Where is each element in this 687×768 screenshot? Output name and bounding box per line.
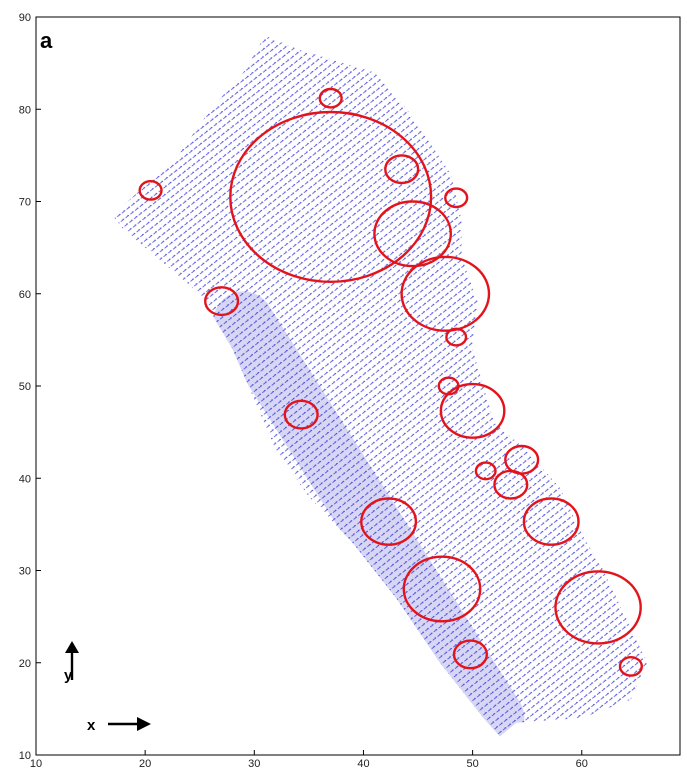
x-tick-label: 30 xyxy=(248,758,260,768)
circle-marker xyxy=(204,286,240,317)
x-tick-label: 10 xyxy=(30,758,42,768)
circle-marker xyxy=(384,154,420,185)
axes xyxy=(35,16,681,756)
y-tick-label: 50 xyxy=(19,381,31,393)
y-direction-label: y xyxy=(64,667,73,684)
y-tick-label: 20 xyxy=(19,658,31,670)
y-tick-label: 40 xyxy=(19,473,31,485)
axes-frame xyxy=(35,16,681,756)
circle-marker xyxy=(522,497,580,546)
circle-marker xyxy=(493,469,529,500)
x-direction-label: x xyxy=(87,717,96,734)
circle-marker xyxy=(452,639,488,670)
vector-field xyxy=(112,35,648,737)
vector-field-fill xyxy=(112,35,648,737)
circle-marker xyxy=(445,327,468,347)
x-tick-label: 40 xyxy=(357,758,369,768)
circle-marker xyxy=(283,399,319,430)
y-arrowhead-icon xyxy=(65,641,79,653)
circle-marker xyxy=(439,382,506,439)
y-tick-label: 60 xyxy=(19,289,31,301)
circle-marker xyxy=(618,656,643,677)
x-direction-indicator: x xyxy=(87,717,151,734)
panel-label: a xyxy=(40,28,53,53)
x-tick-label: 50 xyxy=(466,758,478,768)
y-tick-label: 70 xyxy=(19,197,31,209)
y-tick-label: 10 xyxy=(19,750,31,762)
circle-marker xyxy=(554,570,642,645)
circle-marker xyxy=(400,255,491,332)
vector-field-dense-band xyxy=(213,291,525,737)
ticks: 10 20 30 40 50 60 10 20 30 40 50 60 70 80 90 xyxy=(19,12,588,768)
y-direction-indicator: y xyxy=(64,641,79,684)
circle-marker xyxy=(402,555,482,623)
circle-marker xyxy=(318,87,343,109)
circle-marker xyxy=(373,200,452,268)
y-tick-label: 30 xyxy=(19,566,31,578)
x-arrowhead-icon xyxy=(137,717,151,731)
circle-marker xyxy=(138,179,163,201)
circle-marker xyxy=(474,461,497,481)
marker-circles xyxy=(138,87,643,677)
circle-marker xyxy=(360,497,418,546)
y-tick-label: 80 xyxy=(19,104,31,116)
circle-marker xyxy=(229,110,433,283)
circle-marker xyxy=(444,187,469,209)
y-tick-label: 90 xyxy=(19,12,31,24)
x-tick-label: 60 xyxy=(576,758,588,768)
x-tick-label: 20 xyxy=(139,758,151,768)
